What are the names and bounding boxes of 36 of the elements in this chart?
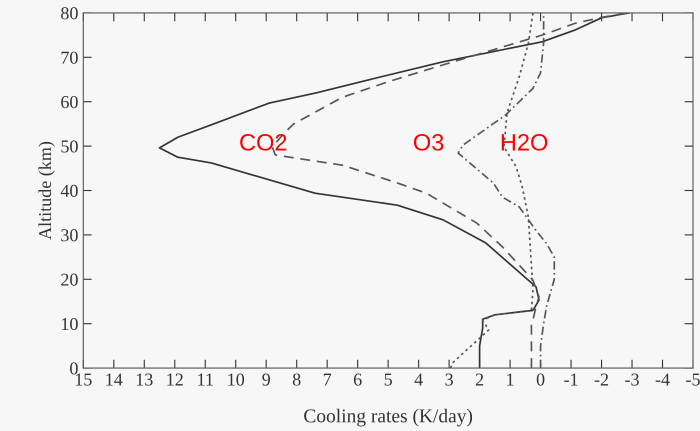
x-tick-label: -4 [656, 374, 670, 386]
x-tick-label: 11 [198, 374, 213, 386]
x-tick-label: -2 [594, 374, 608, 386]
y-tick-label: 20 [61, 274, 78, 286]
x-tick-label: 3 [445, 374, 453, 386]
x-axis-title: Cooling rates (K/day) [304, 408, 472, 426]
x-tick-label: 5 [384, 374, 392, 386]
line-series [158, 12, 630, 368]
x-tick-label: 1 [507, 374, 514, 386]
y-tick-label: 50 [61, 140, 78, 153]
series-label: CO2 [240, 134, 286, 151]
x-tick-label: 12 [167, 374, 183, 386]
y-tick-label: 60 [61, 96, 78, 108]
x-tick-label: -3 [625, 374, 639, 386]
y-tick-label: 30 [61, 229, 78, 242]
y-tick-label: 70 [62, 52, 78, 64]
x-tick-label: -5 [686, 374, 700, 386]
x-tick-label: 7 [324, 374, 332, 386]
y-tick-label: 40 [60, 184, 78, 197]
x-tick-label: 10 [228, 373, 244, 386]
x-tick-label: 6 [354, 374, 362, 386]
x-tick-label: 8 [292, 373, 301, 386]
x-tick-label: 13 [136, 374, 153, 386]
x-tick-label: -1 [564, 374, 578, 386]
y-tick-label: 0 [70, 362, 78, 375]
x-tick-label: 0 [536, 373, 544, 386]
x-tick-label: 15 [76, 374, 92, 386]
series-label: O3 [414, 134, 444, 151]
x-tick-label: 4 [414, 374, 423, 386]
x-tick-label: 2 [476, 374, 484, 386]
y-tick-label: 80 [61, 7, 78, 20]
series-label: H2O [502, 134, 548, 151]
y-axis-title: Altitude (km) [38, 142, 55, 240]
x-tick-label: 9 [262, 374, 270, 386]
x-tick-label: 14 [106, 374, 123, 386]
y-tick-label: 10 [62, 318, 78, 330]
